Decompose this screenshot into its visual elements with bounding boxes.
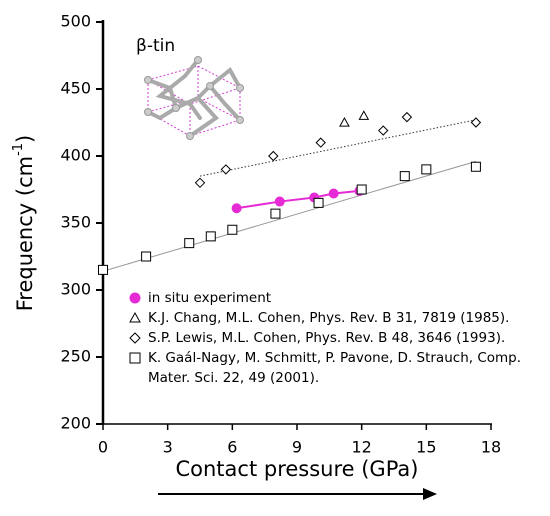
point bbox=[129, 292, 141, 304]
inset-label: β-tin bbox=[136, 36, 175, 56]
trend-line bbox=[199, 119, 477, 177]
legend-icon bbox=[129, 352, 141, 364]
point bbox=[274, 196, 285, 207]
trend-line bbox=[102, 160, 477, 272]
point bbox=[98, 264, 108, 275]
y-tick-label: 250 bbox=[60, 347, 91, 366]
y-tick-label: 300 bbox=[60, 280, 91, 299]
point bbox=[231, 203, 242, 214]
point bbox=[470, 117, 482, 128]
point bbox=[356, 184, 367, 195]
series-line bbox=[236, 189, 360, 210]
point bbox=[421, 164, 432, 175]
x-tick-label: 6 bbox=[227, 438, 237, 457]
point bbox=[184, 238, 195, 249]
point bbox=[328, 188, 339, 199]
point bbox=[227, 224, 238, 235]
legend: in situ experiment K.J. Chang, M.L. Cohen… bbox=[128, 288, 548, 388]
y-label-end: ) bbox=[13, 135, 37, 143]
point bbox=[339, 116, 350, 127]
x-arrowhead bbox=[423, 488, 437, 500]
point bbox=[315, 137, 326, 148]
x-tick-label: 12 bbox=[351, 438, 371, 457]
legend-label: in situ experiment bbox=[148, 290, 272, 306]
point bbox=[313, 197, 324, 208]
legend-item: K.J. Chang, M.L. Cohen, Phys. Rev. B 31,… bbox=[128, 308, 548, 328]
inset-structure bbox=[144, 56, 244, 140]
point bbox=[268, 150, 279, 162]
legend-icon bbox=[129, 332, 141, 344]
y-label-text: Frequency (cm bbox=[13, 156, 37, 311]
y-tick-label: 350 bbox=[60, 213, 91, 232]
legend-item: K. Gaál-Nagy, M. Schmitt, P. Pavone, D. … bbox=[128, 348, 548, 388]
legend-icon bbox=[129, 292, 141, 304]
point bbox=[378, 125, 389, 136]
point bbox=[470, 161, 481, 172]
legend-item: S.P. Lewis, M.L. Cohen, Phys. Rev. B 48,… bbox=[128, 328, 548, 348]
x-tick-label: 9 bbox=[292, 438, 302, 457]
x-tick-label: 15 bbox=[416, 438, 436, 457]
legend-label: S.P. Lewis, M.L. Cohen, Phys. Rev. B 48,… bbox=[148, 330, 506, 346]
point bbox=[129, 332, 141, 344]
point bbox=[270, 208, 281, 219]
y-axis-label: Frequency (cm-1) bbox=[11, 135, 38, 312]
legend-item: in situ experiment bbox=[128, 288, 548, 308]
point bbox=[399, 171, 410, 182]
point bbox=[141, 251, 152, 262]
legend-label: K.J. Chang, M.L. Cohen, Phys. Rev. B 31,… bbox=[148, 310, 510, 326]
point bbox=[401, 111, 413, 123]
y-tick-label: 200 bbox=[60, 414, 91, 433]
x-axis-label: Contact pressure (GPa) bbox=[175, 457, 418, 481]
point bbox=[129, 311, 141, 323]
point bbox=[205, 231, 216, 242]
point bbox=[358, 110, 370, 120]
y-tick-label: 400 bbox=[60, 146, 91, 165]
y-tick-label: 450 bbox=[60, 79, 91, 98]
x-tick-label: 0 bbox=[98, 438, 108, 457]
point bbox=[129, 352, 141, 364]
legend-icon bbox=[129, 311, 141, 323]
x-tick-label: 3 bbox=[163, 438, 173, 457]
x-tick-label: 18 bbox=[481, 438, 501, 457]
point bbox=[220, 164, 232, 175]
y-tick-label: 500 bbox=[60, 12, 91, 31]
legend-label: K. Gaál-Nagy, M. Schmitt, P. Pavone, D. … bbox=[148, 350, 522, 386]
point bbox=[194, 177, 206, 189]
y-label-sup: -1 bbox=[11, 143, 26, 156]
